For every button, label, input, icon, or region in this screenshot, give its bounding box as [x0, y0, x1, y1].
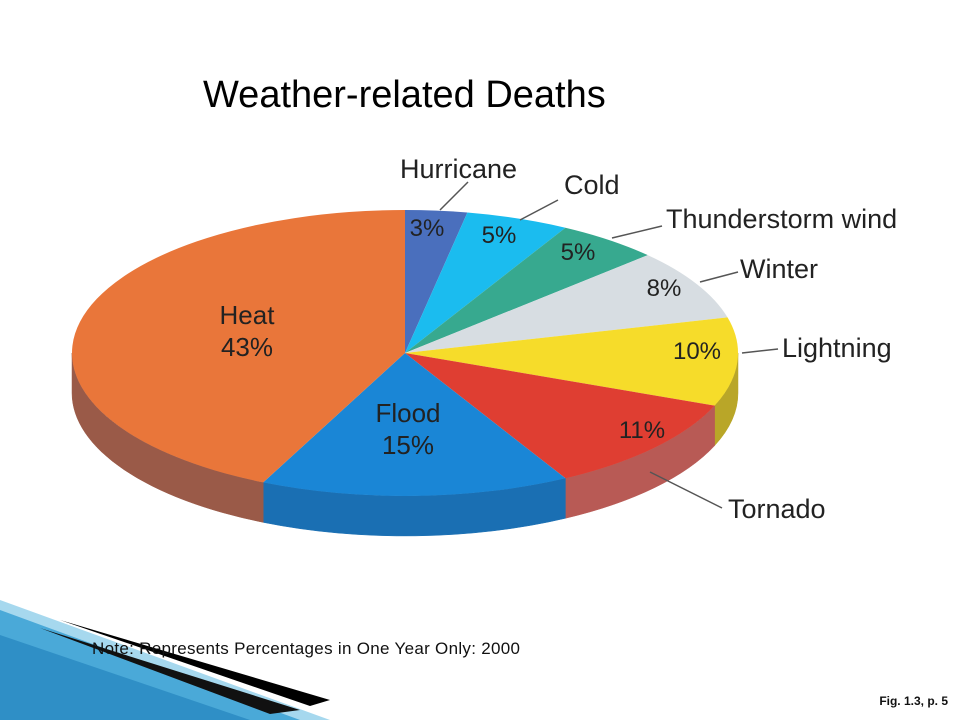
leader-line-thunderstorm-wind [611, 225, 663, 239]
note-text: Note: Represents Percentages in One Year… [92, 639, 521, 658]
slice-value-label: 5% [561, 239, 596, 266]
slice-value-label: 5% [482, 222, 517, 249]
slice-category-label: Hurricane [400, 154, 517, 184]
leader-line-lightning [741, 348, 779, 354]
slice-value-label: 8% [647, 275, 682, 302]
pie-slice-thunderstorm-wind [405, 227, 648, 353]
pie-slice-heat [71, 210, 405, 483]
deco-black-wedge [60, 620, 330, 706]
slice-category-label: Winter [740, 254, 818, 284]
slice-category-label: Thunderstorm wind [666, 204, 897, 234]
deco-blue-band-2 [0, 635, 250, 720]
slice-value-label: 43% [221, 332, 273, 362]
leader-line-hurricane [439, 181, 469, 211]
pie-slice-tornado [405, 353, 715, 479]
leader-line-tornado [649, 471, 723, 509]
slice-category-label: Tornado [728, 494, 826, 524]
slice-value-label: 11% [619, 417, 665, 444]
slice-value-label: 3% [410, 215, 445, 242]
corner-decoration [0, 600, 330, 720]
pie-sides [71, 352, 739, 537]
slice-value-label: 10% [673, 338, 721, 365]
figure-reference: Fig. 1.3, p. 5 [879, 694, 948, 708]
leader-line-cold [519, 199, 559, 221]
pie-slice-winter [405, 255, 728, 353]
slice-category-label: Flood [375, 398, 440, 428]
pie-slice-hurricane [405, 210, 468, 353]
pie-slice-flood [263, 353, 566, 496]
pie-tops [71, 210, 738, 496]
slice-category-label: Lightning [782, 333, 892, 363]
pie-category-labels: Hurricane Cold Thunderstorm wind Winter Ligh… [400, 154, 897, 524]
deco-black-wedge-2 [40, 628, 300, 714]
slice-value-label: 15% [382, 430, 434, 460]
pie-leaders [439, 181, 779, 509]
pie-slice-lightning [405, 317, 738, 406]
slice-category-label: Cold [564, 170, 620, 200]
slice-category-label: Heat [220, 300, 276, 330]
slide-title: Weather-related Deaths [203, 74, 606, 116]
pie-slice-cold [405, 212, 566, 353]
leader-line-winter [699, 271, 739, 283]
